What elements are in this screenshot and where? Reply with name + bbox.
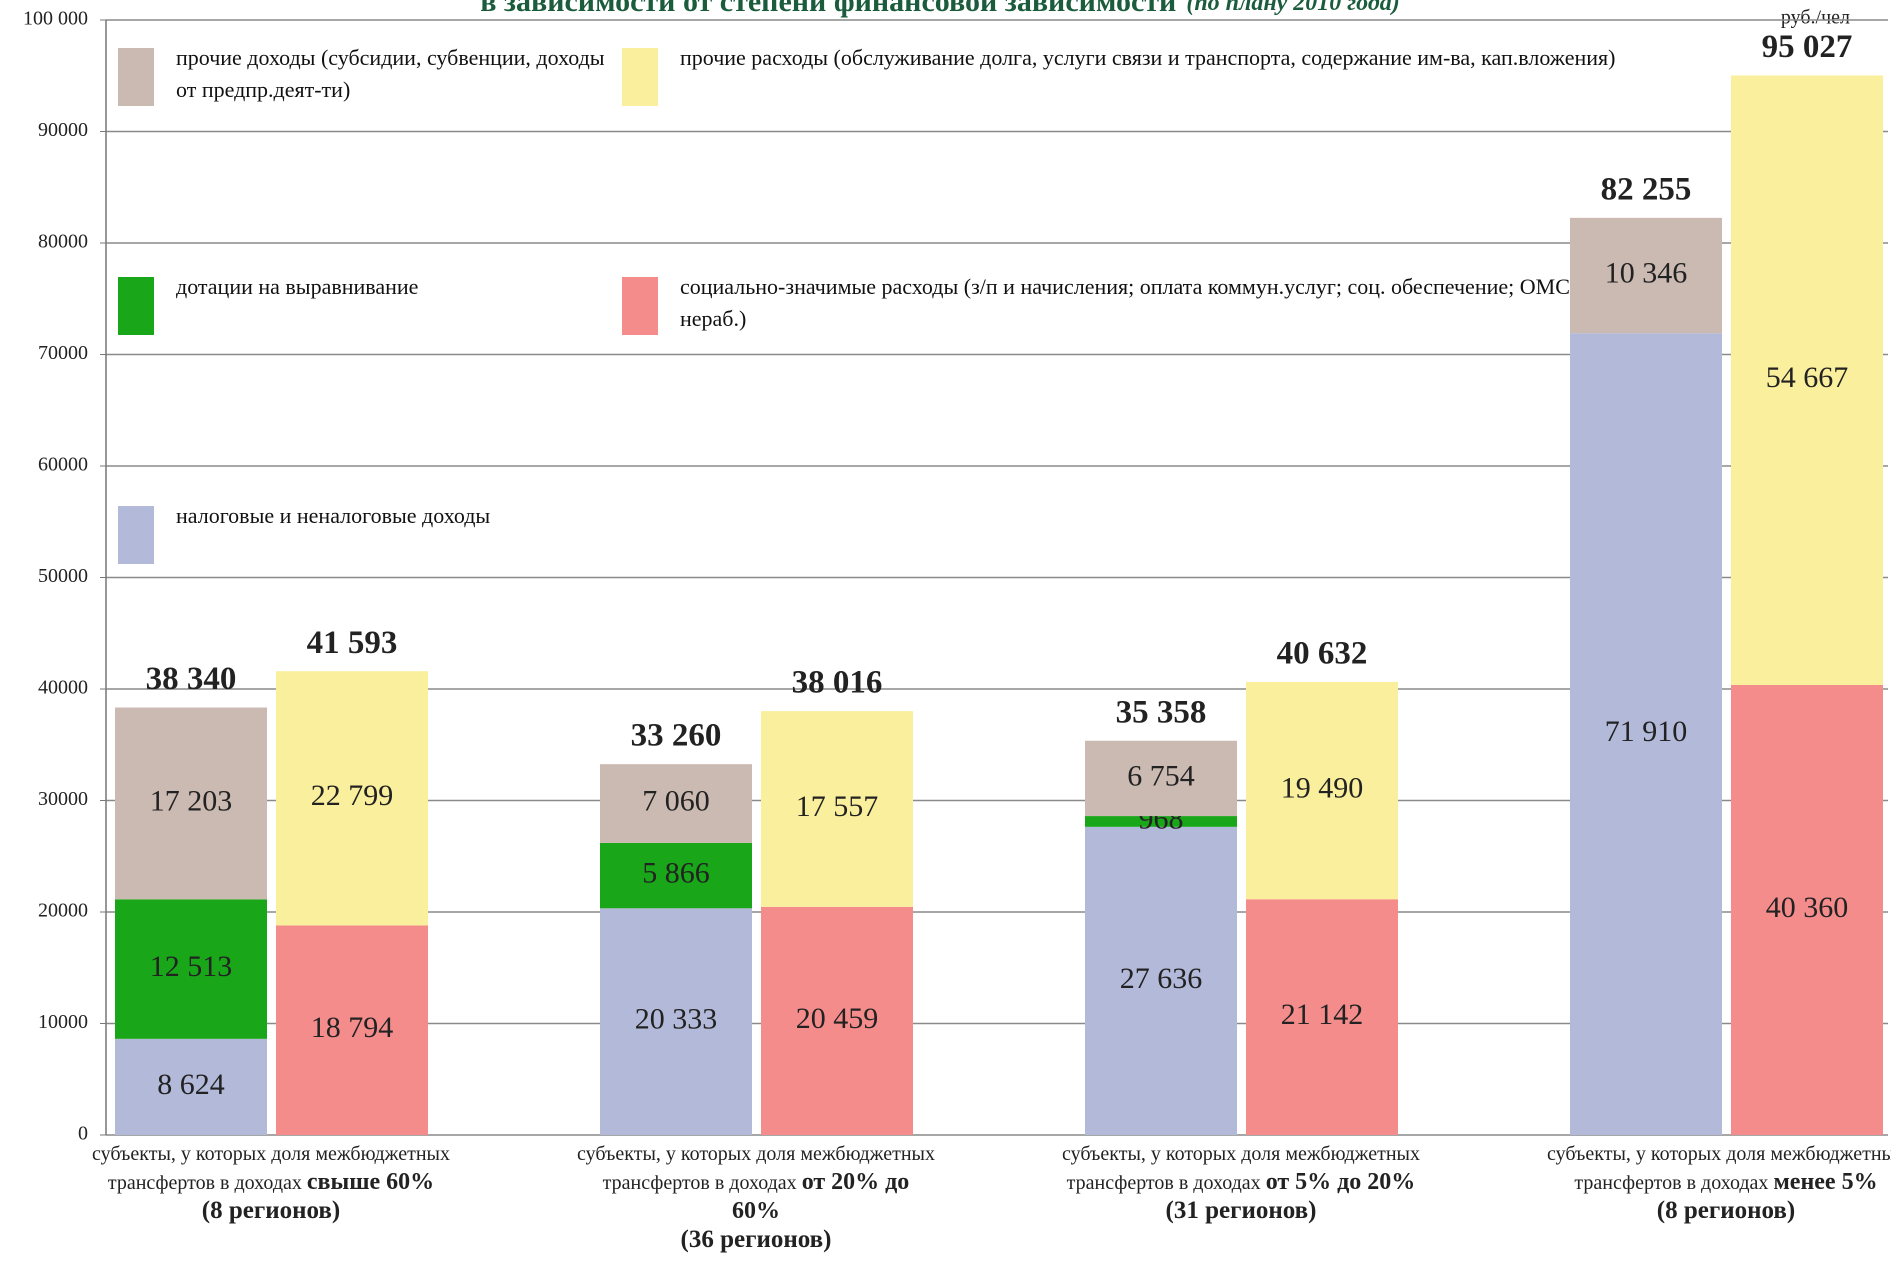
category-emphasis: от 20% до 60% — [732, 1169, 910, 1224]
bar-segment — [1570, 333, 1722, 1135]
legend-label: дотации на выравнивание — [176, 274, 419, 299]
y-tick-label: 60000 — [38, 454, 88, 476]
category-name: субъекты, у которых доля межбюджетных тр… — [577, 1143, 935, 1194]
bar-segment — [1085, 740, 1237, 817]
bar-segment — [761, 711, 913, 907]
value-label: 22 799 — [311, 779, 394, 812]
legend-item: прочие расходы (обслуживание долга, услу… — [680, 45, 1616, 70]
category-label: субъекты, у которых доля межбюджетных тр… — [1061, 1140, 1421, 1225]
value-label: 8 624 — [157, 1068, 225, 1101]
y-tick-label: 90000 — [38, 119, 88, 141]
total-label: 40 632 — [1277, 636, 1368, 672]
value-label: 10 346 — [1605, 256, 1688, 289]
category-emphasis: менее 5% — [1773, 1169, 1878, 1195]
legend-label: социально-значимые расходы (з/п и начисл… — [680, 274, 1570, 331]
title: в зависимости от степени финансовой зави… — [480, 0, 1176, 18]
bar-segment — [1246, 899, 1398, 1135]
category-text: субъекты, у которых доля межбюджетных тр… — [1061, 1140, 1421, 1225]
y-tick-label: 40000 — [38, 677, 88, 699]
value-label: 17 203 — [150, 784, 233, 817]
category-label: субъекты, у которых доля межбюджетных тр… — [91, 1140, 451, 1225]
bar-segment — [1085, 816, 1237, 827]
bar-segment — [115, 707, 267, 900]
total-label: 38 340 — [146, 661, 237, 697]
value-label: 71 910 — [1605, 715, 1688, 748]
total-label: 35 358 — [1116, 694, 1207, 730]
category-note: (31 регионов) — [1165, 1197, 1317, 1224]
bar-segment — [1085, 826, 1237, 1135]
category-text: субъекты, у которых доля межбюджетных тр… — [91, 1140, 451, 1225]
legend-swatch — [118, 277, 154, 335]
category-name: субъекты, у которых доля межбюджетных тр… — [1547, 1143, 1891, 1194]
category-label: субъекты, у которых доля межбюджетных тр… — [576, 1140, 936, 1254]
legend-item: налоговые и неналоговые доходы — [176, 503, 491, 528]
value-label: 20 333 — [635, 1003, 718, 1036]
value-label: 6 754 — [1127, 759, 1195, 792]
category-note: (8 регионов) — [201, 1197, 341, 1224]
y-tick-label: 70000 — [38, 342, 88, 364]
bar-segment — [115, 1038, 267, 1135]
bar-segment — [1246, 681, 1398, 900]
legend-item: дотации на выравнивание — [176, 274, 419, 299]
y-tick-label: 100 000 — [23, 8, 88, 30]
category-emphasis: свыше 60% — [306, 1169, 435, 1195]
bar-segment — [600, 842, 752, 909]
value-label: 27 636 — [1120, 962, 1203, 995]
y-tick-label: 20000 — [38, 900, 88, 922]
legend-label: прочие доходы (субсидии, субвенции, дохо… — [176, 45, 605, 102]
y-tick-label: 50000 — [38, 565, 88, 587]
category-note: (8 регионов) — [1656, 1197, 1796, 1224]
value-label: 21 142 — [1281, 998, 1364, 1031]
bar-segment — [600, 764, 752, 843]
total-label: 82 255 — [1601, 171, 1692, 207]
bar-segment — [1731, 684, 1883, 1135]
legend-swatch — [118, 506, 154, 564]
unit: руб./чел — [1781, 7, 1850, 29]
value-label: 7 060 — [642, 784, 710, 817]
legend-item: прочие доходы (субсидии, субвенции, дохо… — [176, 45, 605, 102]
total-label: 38 016 — [792, 665, 883, 701]
category-note: (36 регионов) — [680, 1226, 832, 1253]
value-label: 19 490 — [1281, 772, 1364, 805]
legend-swatch — [622, 48, 658, 106]
chart-title: в зависимости от степени финансовой зави… — [480, 0, 1400, 18]
y-tick-label: 30000 — [38, 788, 88, 810]
value-label: 17 557 — [796, 790, 879, 823]
y-tick-label: 10000 — [38, 1011, 88, 1033]
category-text: субъекты, у которых доля межбюджетных тр… — [1546, 1140, 1891, 1225]
category-name: субъекты, у которых доля межбюджетных тр… — [1062, 1143, 1420, 1194]
bar-segment — [761, 906, 913, 1135]
bar-segment — [1570, 217, 1722, 334]
bar-segment — [1731, 75, 1883, 685]
bar-segment — [115, 899, 267, 1039]
value-label: 54 667 — [1766, 361, 1849, 394]
legend-item: социально-значимые расходы (з/п и начисл… — [680, 274, 1570, 331]
legend-label: налоговые и неналоговые доходы — [176, 503, 491, 528]
category-emphasis: от 5% до 20% — [1265, 1169, 1416, 1195]
value-label: 40 360 — [1766, 891, 1849, 924]
legend-swatch — [622, 277, 658, 335]
legend-swatch — [118, 48, 154, 106]
category-name: субъекты, у которых доля межбюджетных тр… — [92, 1143, 450, 1194]
value-label: 20 459 — [796, 1002, 879, 1035]
value-label: 5 866 — [642, 856, 710, 889]
subtitle: (по плану 2010 года) — [1186, 0, 1399, 16]
category-text: субъекты, у которых доля межбюджетных тр… — [576, 1140, 936, 1254]
bar-segment — [600, 908, 752, 1135]
y-tick-label: 80000 — [38, 231, 88, 253]
bar-segment — [276, 925, 428, 1135]
total-label: 95 027 — [1762, 29, 1853, 65]
total-label: 33 260 — [631, 718, 722, 754]
category-label: субъекты, у которых доля межбюджетных тр… — [1546, 1140, 1891, 1225]
value-label: 12 513 — [150, 950, 233, 983]
total-label: 41 593 — [307, 625, 398, 661]
bar-segment — [276, 671, 428, 926]
y-tick-label: 0 — [78, 1123, 88, 1145]
value-label: 18 794 — [311, 1011, 394, 1044]
legend-label: прочие расходы (обслуживание долга, услу… — [680, 45, 1616, 70]
